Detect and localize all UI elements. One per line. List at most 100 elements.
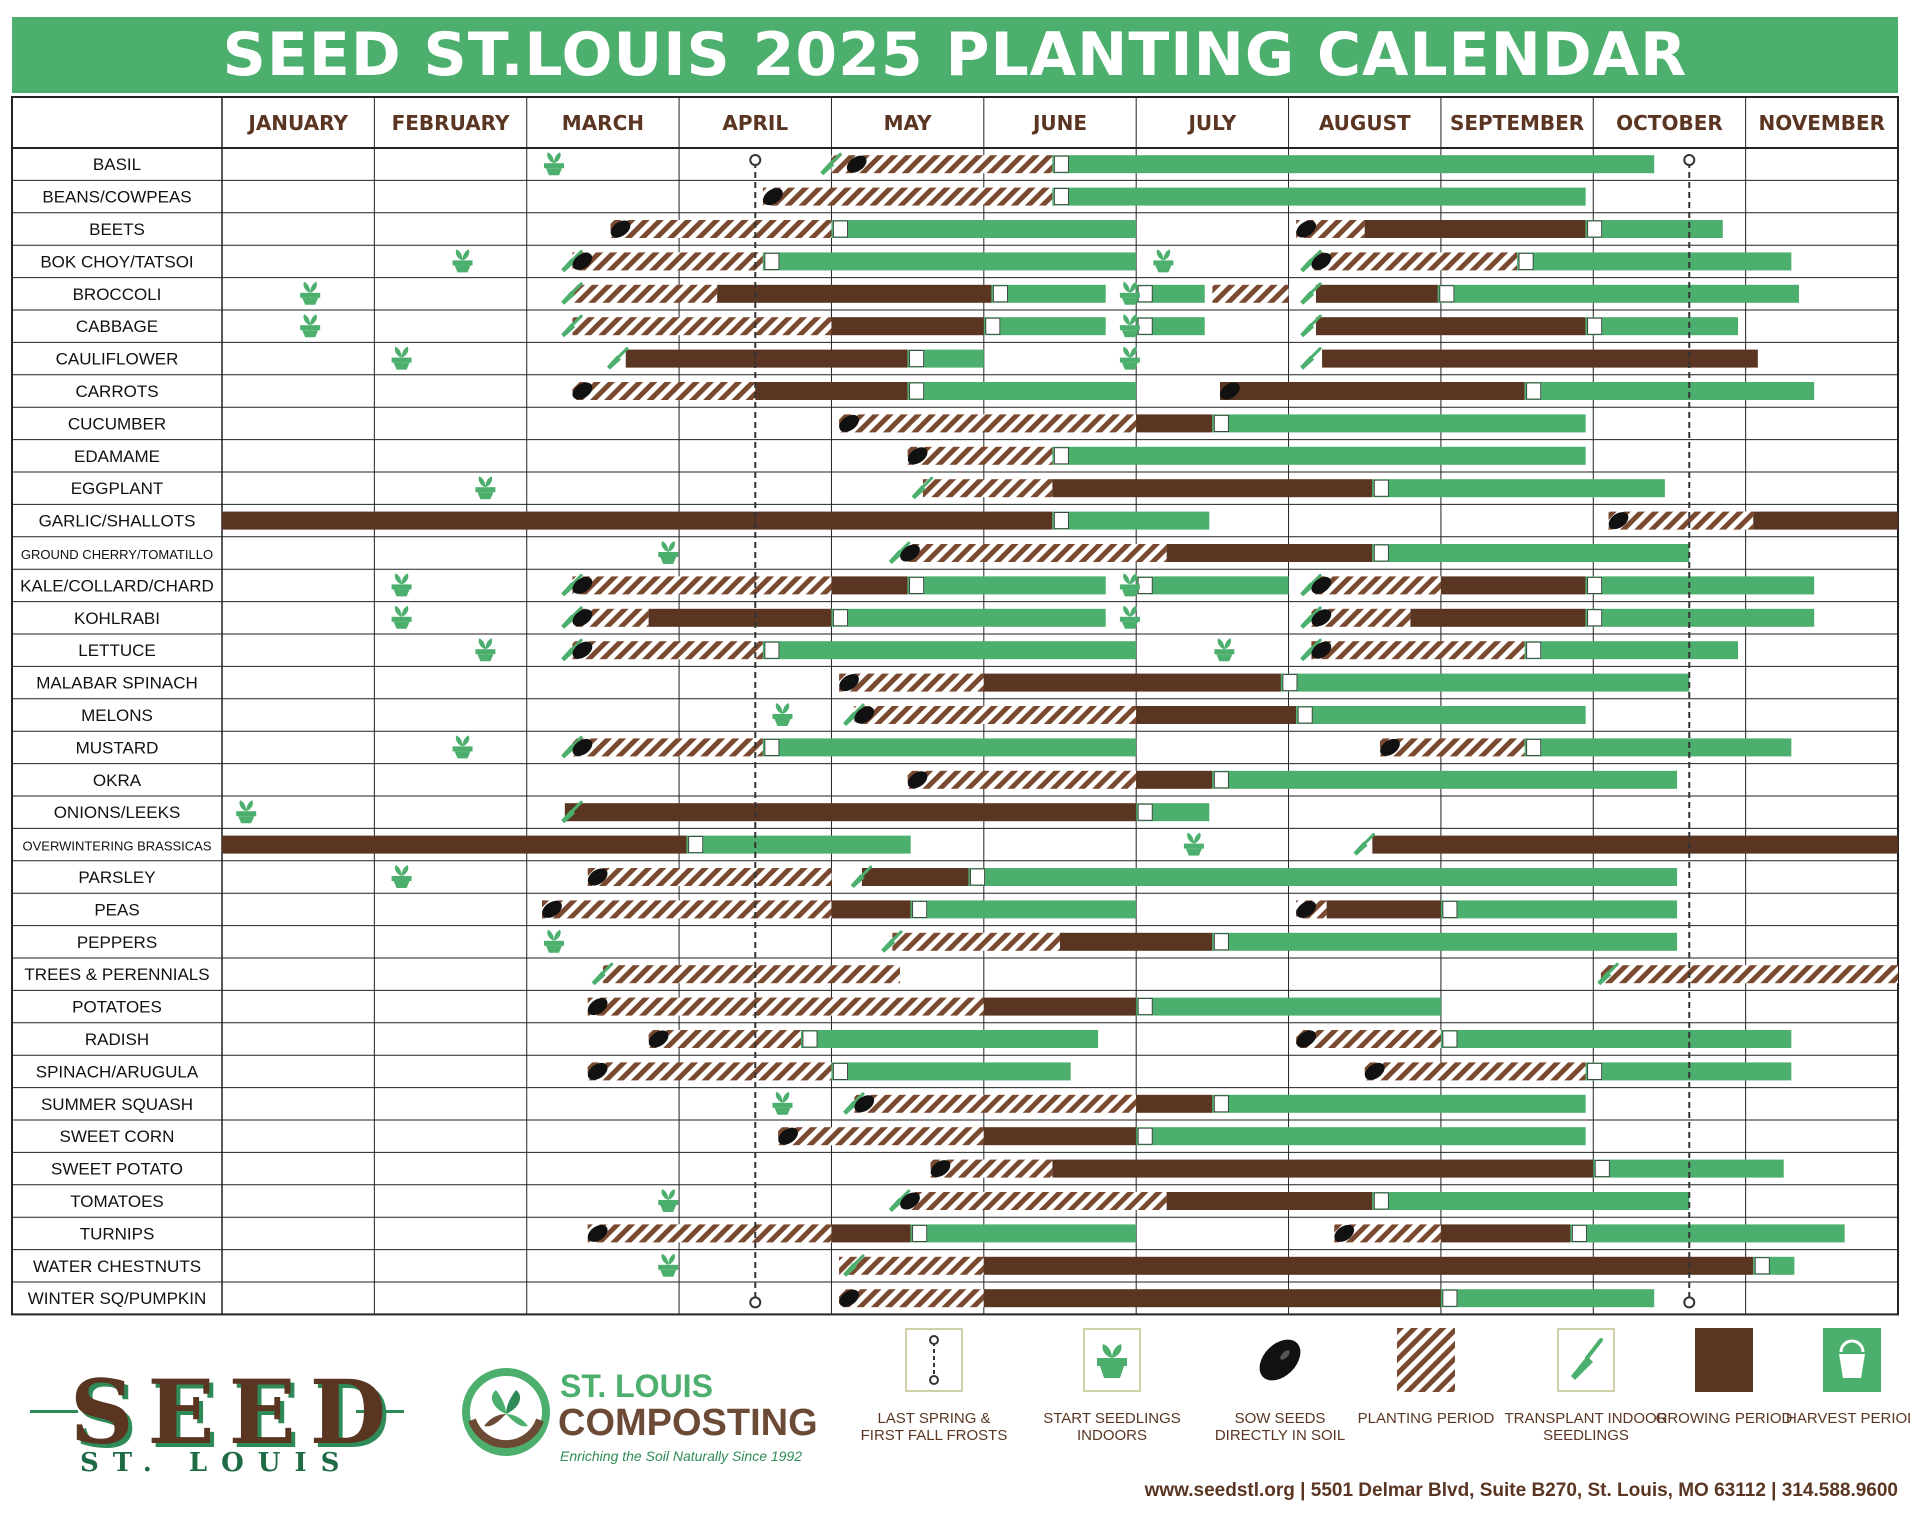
seedling-icon — [772, 703, 793, 726]
growing-period-bar — [983, 1127, 1137, 1146]
title-banner: SEED ST.LOUIS 2025 PLANTING CALENDAR — [12, 17, 1898, 93]
seed-icon — [900, 1192, 920, 1210]
trowel-icon — [561, 573, 583, 597]
planting-period-bar — [541, 900, 832, 919]
bucket-icon — [1754, 1257, 1770, 1275]
seed-icon — [1311, 252, 1332, 270]
trowel-icon — [561, 638, 583, 662]
bucket-icon — [909, 577, 925, 594]
growing-period-bar — [1136, 770, 1213, 789]
seed-icon — [907, 447, 928, 465]
harvest-period-bar — [1593, 1159, 1784, 1178]
growing-period-bar — [1410, 608, 1586, 627]
bucket-icon — [1373, 544, 1389, 562]
planting-period-bar — [587, 1224, 832, 1243]
seed-icon — [572, 609, 593, 627]
growing-period-bar — [831, 1224, 911, 1243]
growing-period-swatch — [1695, 1328, 1753, 1392]
growing-period-bar — [831, 576, 908, 595]
trowel-icon — [911, 476, 934, 500]
crop-label: SWEET POTATO — [51, 1160, 183, 1179]
trowel-icon — [561, 282, 583, 305]
bucket-icon — [1053, 155, 1069, 173]
seedling-icon — [658, 541, 679, 564]
growing-period-bar — [983, 1289, 1441, 1308]
bucket-icon — [1587, 1063, 1603, 1080]
growing-period-bar — [1060, 932, 1213, 951]
month-header: SEPTEMBER — [1450, 111, 1584, 135]
harvest-period-bar — [1136, 576, 1289, 595]
planting-period-bar — [1364, 1062, 1586, 1081]
planting-period-bar — [572, 576, 832, 595]
seed-icon — [572, 382, 593, 400]
trowel-icon — [1597, 962, 1619, 986]
month-header: FEBRUARY — [392, 111, 510, 135]
page-title: SEED ST.LOUIS 2025 PLANTING CALENDAR — [222, 20, 1688, 90]
bucket-icon — [1053, 447, 1069, 465]
trowel-icon — [820, 152, 842, 176]
bucket-icon — [1213, 414, 1229, 432]
bucket-icon — [833, 220, 848, 238]
seed-icon — [572, 641, 593, 659]
growing-period-bar — [222, 835, 687, 854]
bucket-icon — [1442, 1289, 1458, 1307]
seed-logo-word: SEED — [70, 1360, 401, 1464]
bucket-icon — [1823, 1328, 1881, 1392]
crop-label: MUSTARD — [76, 738, 159, 757]
crop-label: PARSLEY — [78, 868, 155, 887]
planting-period-bar — [839, 1289, 984, 1308]
seed-icon — [1259, 1339, 1301, 1381]
crop-label: SPINACH/ARUGULA — [36, 1062, 199, 1081]
seedling-icon — [1183, 832, 1204, 856]
planting-period-bar — [1311, 641, 1525, 660]
seed-icon — [778, 1127, 798, 1145]
harvest-period-bar — [1437, 284, 1799, 303]
seed-icon — [839, 674, 859, 692]
trowel-icon — [1300, 249, 1322, 273]
seedling-icon — [475, 476, 496, 500]
bucket-icon — [688, 836, 704, 853]
bucket-icon — [1213, 933, 1229, 951]
month-header: APRIL — [722, 111, 788, 135]
harvest-period-bar — [1052, 187, 1586, 206]
growing-period-bar — [1364, 220, 1586, 238]
planting-period-bar — [907, 1192, 1167, 1210]
harvest-period-bar — [1280, 673, 1690, 692]
seedling-icon — [391, 346, 412, 370]
seed-icon — [542, 900, 562, 918]
legend-seedlings-label: START SEEDLINGS INDOORS — [1043, 1410, 1181, 1444]
planting-period-bar — [587, 868, 832, 886]
growing-period-bar — [1372, 835, 1898, 854]
legend-transplant-label: TRANSPLANT INDOOR SEEDLINGS — [1504, 1410, 1668, 1444]
bucket-icon — [1282, 674, 1298, 691]
planting-period-bar — [572, 252, 763, 271]
growing-period-bar — [1440, 576, 1586, 595]
planting-period-bar — [839, 673, 984, 692]
legend-growing-label: GROWING PERIOD — [1655, 1410, 1793, 1427]
planting-period-bar — [572, 382, 756, 400]
growing-period-bar — [1315, 284, 1438, 303]
harvest-period-bar — [831, 220, 1137, 238]
seedling-icon — [452, 735, 473, 759]
harvest-period-bar — [800, 1030, 1099, 1048]
seed-icon — [648, 1030, 669, 1048]
harvest-period-bar — [983, 317, 1106, 336]
seed-icon — [587, 1224, 608, 1242]
planting-period-bar — [572, 284, 718, 303]
bucket-icon — [993, 285, 1008, 303]
planting-period-bar — [907, 770, 1137, 789]
harvest-period-bar — [1372, 1192, 1690, 1210]
month-header: JULY — [1186, 111, 1236, 135]
bucket-icon — [1442, 901, 1458, 918]
seed-icon — [1364, 1062, 1385, 1080]
harvest-period-bar — [831, 608, 1106, 627]
planting-period-bar — [648, 1030, 801, 1048]
seed-icon — [854, 706, 875, 724]
composting-mark-icon — [462, 1368, 550, 1456]
frost-marker-top — [749, 154, 762, 166]
month-header: OCTOBER — [1616, 111, 1723, 135]
crop-label: RADISH — [85, 1030, 149, 1049]
crop-label: OKRA — [93, 771, 142, 790]
crop-label: BROCCOLI — [73, 285, 162, 304]
crop-label: WATER CHESTNUTS — [33, 1257, 201, 1276]
